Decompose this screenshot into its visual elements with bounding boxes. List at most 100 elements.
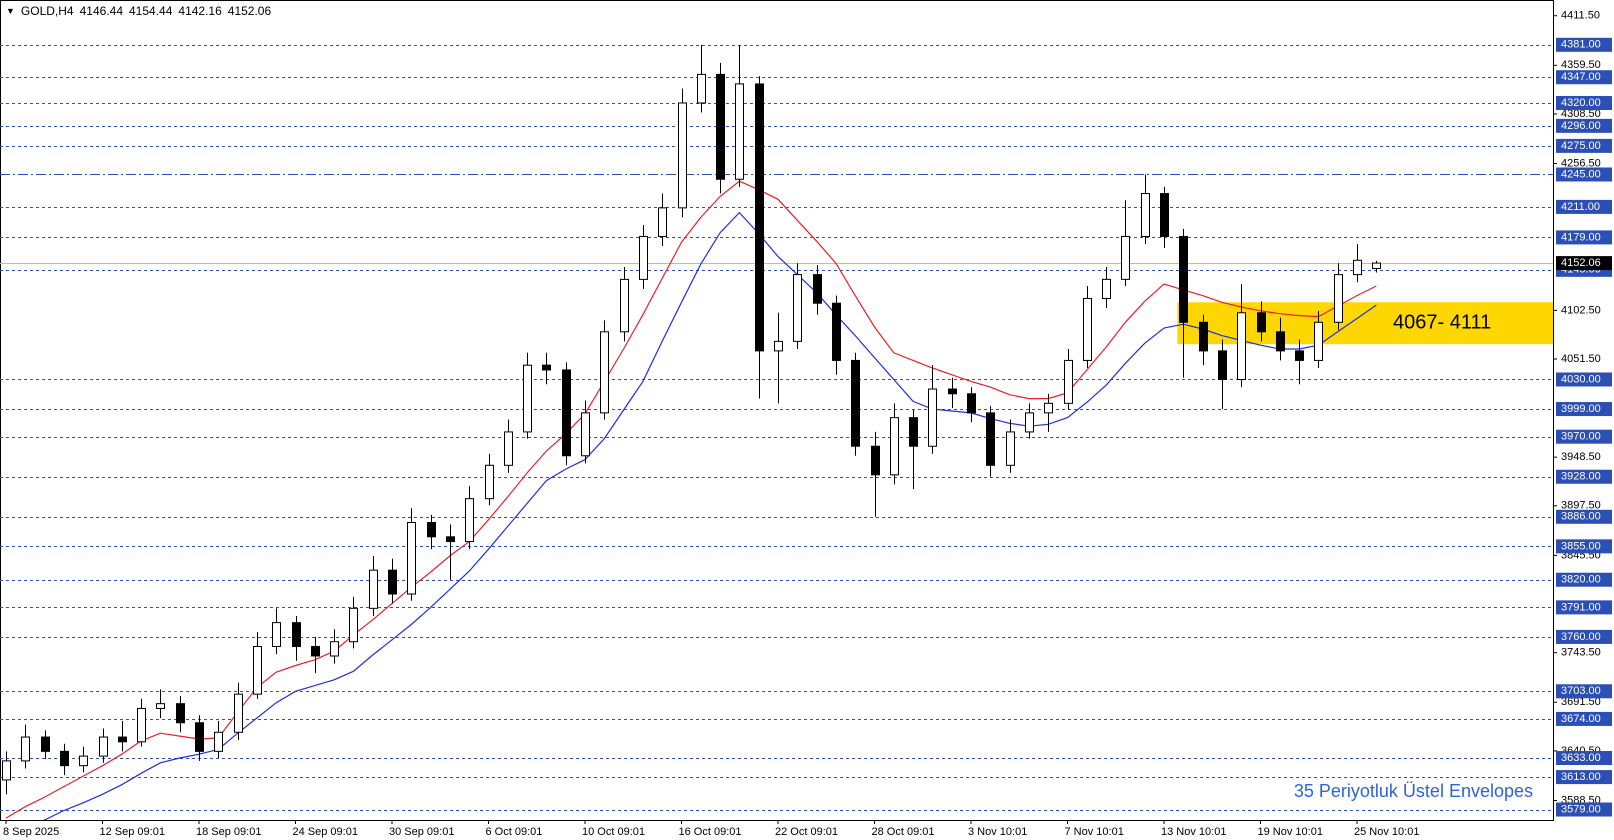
x-tick-label: 7 Nov 10:01 (1065, 826, 1124, 838)
candle-body (1064, 359, 1073, 404)
level-label: 3760.00 (1561, 631, 1601, 643)
annotation: 35 Periyotluk Üstel Envelopes (1294, 781, 1533, 801)
candle-body (581, 412, 590, 457)
candle-body (832, 302, 841, 361)
close-value: 4152.06 (227, 4, 272, 18)
candle-body (1044, 402, 1053, 414)
candle-body (716, 73, 725, 180)
level-label-box (1556, 751, 1612, 766)
candle-body (1199, 321, 1208, 352)
candle-body (292, 622, 301, 647)
y-tick-label: 4411.50 (1561, 10, 1600, 22)
candle-body (1179, 235, 1188, 323)
candle-body (330, 641, 339, 657)
level-label-box (1556, 199, 1612, 214)
level-label: 3999.00 (1561, 403, 1601, 415)
x-tick-label: 10 Oct 09:01 (582, 826, 645, 838)
candle-body (427, 522, 436, 538)
x-tick-label: 19 Nov 10:01 (1258, 826, 1323, 838)
level-label: 4320.00 (1561, 97, 1601, 109)
x-tick-label: 12 Sep 09:01 (100, 826, 165, 838)
x-tick-label: 6 Oct 09:01 (486, 826, 543, 838)
envelope-line (5, 180, 1377, 819)
candle-body (2, 760, 11, 781)
x-tick-label: 8 Sep 2025 (3, 826, 59, 838)
y-tick-label: 4102.50 (1561, 304, 1601, 316)
level-label-box (1556, 230, 1612, 245)
candle-body (967, 393, 976, 414)
high-value: 4154.44 (129, 4, 173, 18)
candle-body (407, 522, 416, 595)
price-label-box (1556, 256, 1612, 271)
y-tick-label: 3743.50 (1561, 647, 1601, 659)
candle-body (562, 369, 571, 457)
level-label-box (1556, 118, 1612, 133)
y-tick-label: 3691.50 (1561, 696, 1601, 708)
candle-body (658, 207, 667, 237)
x-tick-label: 16 Oct 09:01 (679, 826, 742, 838)
level-label: 3674.00 (1561, 713, 1601, 725)
candle-body (1237, 312, 1246, 380)
chart-header: ▼ GOLD,H4 4146.44 4154.44 4142.16 4152.0… (6, 4, 271, 18)
candle-body (735, 83, 744, 180)
candle-body (1218, 350, 1227, 380)
level-label-box (1556, 167, 1612, 182)
candle-body (600, 331, 609, 414)
plot-area: 4067- 4111 35 Periyotluk Üstel Envelopes (0, 44, 1553, 820)
candle-body (542, 364, 551, 371)
level-label: 3928.00 (1561, 471, 1601, 483)
candle-body (388, 569, 397, 595)
candle-body (1276, 331, 1285, 352)
candle-body (176, 703, 185, 724)
candle-body (137, 707, 146, 743)
candle-body (1334, 274, 1343, 323)
menu-triangle[interactable]: ▼ (6, 6, 15, 16)
level-label: 3579.00 (1561, 803, 1601, 815)
low-value: 4142.16 (178, 4, 222, 18)
level-label: 3791.00 (1561, 601, 1601, 613)
candle-body (1121, 235, 1130, 280)
price-label: 4152.06 (1561, 257, 1601, 269)
candle-body (793, 274, 802, 342)
candle-body (1257, 312, 1266, 333)
level-label-box (1556, 70, 1612, 85)
level-label-box (1556, 372, 1612, 387)
candle-body (60, 750, 69, 767)
candle-body (1025, 412, 1034, 433)
level-label-box (1556, 770, 1612, 785)
plot-frame (0, 0, 1554, 821)
level-label: 3820.00 (1561, 574, 1601, 586)
level-label: 3886.00 (1561, 511, 1601, 523)
level-label-box (1556, 509, 1612, 524)
candle-body (774, 340, 783, 352)
candle-body (1160, 193, 1169, 237)
candle-body (1102, 278, 1111, 299)
level-label: 4245.00 (1561, 168, 1601, 180)
envelope-line (43, 211, 1377, 820)
x-tick-label: 28 Oct 09:01 (872, 826, 935, 838)
level-label-box (1556, 684, 1612, 699)
candle-body (678, 102, 687, 209)
y-tick-label: 3948.50 (1561, 451, 1601, 463)
candle-body (504, 431, 513, 466)
candle-body (118, 736, 127, 743)
x-tick-label: 13 Nov 10:01 (1161, 826, 1226, 838)
candle-body (1295, 350, 1304, 361)
y-tick-label: 4308.50 (1561, 108, 1601, 120)
level-label: 4030.00 (1561, 373, 1601, 385)
candle-body (851, 359, 860, 447)
candle-body (156, 703, 165, 709)
candle-body (234, 693, 243, 733)
candle-body (41, 736, 50, 752)
candle-body (890, 417, 899, 476)
level-label: 4211.00 (1561, 201, 1600, 213)
level-label: 4179.00 (1561, 231, 1601, 243)
level-label: 3703.00 (1561, 685, 1601, 697)
candle-body (1083, 297, 1092, 361)
price-axis: 4411.50 4359.50 4308.50 4256.50 4102.50 4051.… (1553, 10, 1612, 817)
candle-body (639, 235, 648, 280)
level-label: 4296.00 (1561, 120, 1601, 132)
candle-body (871, 445, 880, 476)
candle-body (1006, 431, 1015, 466)
